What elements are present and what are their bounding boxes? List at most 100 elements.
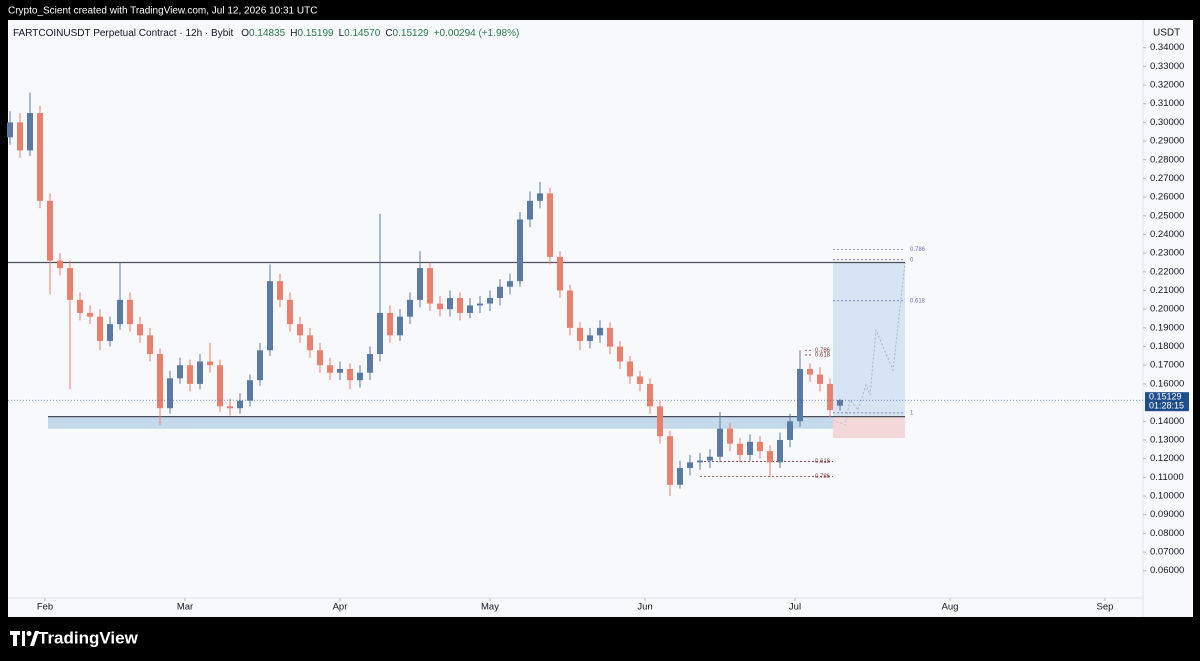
x-tick-label: Feb (37, 602, 53, 613)
candle-body (567, 290, 573, 328)
candle-body (697, 460, 703, 463)
candle-body (437, 303, 443, 310)
candle-body (377, 312, 383, 355)
x-tick-label: Mar (177, 602, 193, 613)
candle-body (717, 428, 723, 457)
candle-body (17, 122, 23, 151)
y-tick-label: 0.17000 (1150, 360, 1184, 371)
fib-label: 0.618 (815, 353, 831, 359)
candle-body (577, 327, 583, 341)
candle-body (177, 365, 183, 379)
legend-value: 0.14835 (249, 28, 286, 39)
candle-body (467, 305, 473, 313)
candle-body (727, 428, 733, 444)
candle-body (457, 297, 463, 313)
y-tick-label: 0.18000 (1150, 341, 1184, 352)
candle-body (317, 350, 323, 366)
candle-body (47, 200, 53, 261)
y-tick-label: 0.34000 (1150, 42, 1184, 53)
y-tick-label: 0.21000 (1150, 285, 1184, 296)
candle-body (287, 299, 293, 325)
candle-body (427, 268, 433, 304)
candle-body (807, 368, 813, 375)
y-tick-label: 0.09000 (1150, 509, 1184, 520)
candle-body (597, 327, 603, 336)
candle-body (97, 316, 103, 341)
candle-body (237, 400, 243, 409)
legend-key: O (241, 28, 249, 39)
currency: USDT (1153, 28, 1180, 39)
candle-body (647, 383, 653, 407)
candle-body (447, 297, 453, 310)
y-tick-label: 0.19000 (1150, 322, 1184, 333)
y-tick-label: 0.32000 (1150, 80, 1184, 91)
legend-change: +0.00294 (+1.98%) (434, 28, 520, 39)
candle-body (627, 361, 633, 377)
candle-body (617, 346, 623, 362)
candle-body (587, 335, 593, 341)
candle-body (127, 299, 133, 325)
logo: TradingView (10, 628, 139, 647)
candle-body (157, 354, 163, 409)
y-tick-label: 0.22000 (1150, 266, 1184, 277)
x-tick-label: May (481, 602, 499, 613)
candle-body (687, 462, 693, 468)
x-tick-label: Sep (1097, 602, 1114, 613)
candle-body (297, 324, 303, 336)
candle-body (537, 193, 543, 201)
candle-body (787, 421, 793, 440)
candle-body (797, 368, 803, 422)
x-tick-label: Jun (637, 602, 652, 613)
candle-body (187, 365, 193, 384)
y-tick-label: 0.30000 (1150, 117, 1184, 128)
candle-body (167, 378, 173, 409)
candle-body (507, 281, 513, 287)
candle-body (747, 441, 753, 455)
candle-body (267, 281, 273, 351)
x-tick-label: Jul (789, 602, 801, 613)
y-tick-label: 0.06000 (1150, 565, 1184, 576)
y-tick-label: 0.13000 (1150, 434, 1184, 445)
candle-body (347, 368, 353, 381)
candle-body (227, 406, 233, 409)
candle-body (387, 312, 393, 336)
legend-value: 0.15199 (297, 28, 334, 39)
y-tick-label: 0.26000 (1150, 192, 1184, 203)
fib-label: 0 (910, 257, 914, 263)
brand: TradingView (38, 628, 139, 647)
y-tick-label: 0.12000 (1150, 453, 1184, 464)
y-tick-label: 0.29000 (1150, 136, 1184, 147)
y-tick-label: 0.08000 (1150, 528, 1184, 539)
y-tick-label: 0.33000 (1150, 61, 1184, 72)
candle-body (27, 113, 33, 151)
candle-body (67, 268, 73, 300)
x-tick-label: Apr (333, 602, 348, 613)
candle-body (667, 436, 673, 485)
candle-body (707, 456, 713, 461)
candle-body (827, 383, 833, 411)
legend-key: L (339, 28, 345, 39)
candle-body (527, 200, 533, 220)
x-tick-label: Aug (942, 602, 959, 613)
y-tick-label: 0.10000 (1150, 491, 1184, 502)
candle-body (757, 441, 763, 452)
y-tick-label: 0.31000 (1150, 98, 1184, 109)
candle-body (77, 299, 83, 313)
candle-body (277, 281, 283, 300)
candle-body (357, 372, 363, 381)
support-zone (48, 416, 833, 429)
candle-body (737, 443, 743, 455)
candle-body (337, 368, 343, 373)
candle-body (37, 113, 43, 201)
candle-body (677, 467, 683, 485)
fib-label: 0.618 (910, 298, 926, 304)
candle-body (607, 327, 613, 347)
legend-key: H (290, 28, 297, 39)
y-tick-label: 0.20000 (1150, 304, 1184, 315)
y-tick-label: 0.11000 (1150, 472, 1184, 483)
price-tag (1145, 392, 1189, 412)
candle-body (117, 299, 123, 325)
candle-body (257, 350, 263, 381)
legend-value: 0.14570 (344, 28, 381, 39)
